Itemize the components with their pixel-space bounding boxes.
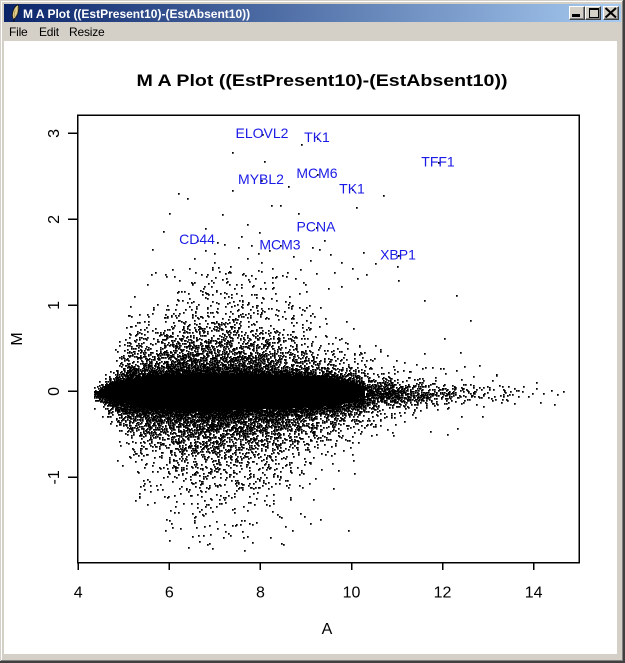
svg-text:3: 3 [46,129,63,138]
svg-text:CD44: CD44 [179,231,215,247]
svg-text:14: 14 [525,585,543,602]
svg-text:XBP1: XBP1 [380,247,416,263]
svg-text:A: A [322,621,333,638]
svg-text:1: 1 [46,301,63,310]
svg-text:MCM6: MCM6 [296,165,337,181]
svg-text:4: 4 [74,585,83,602]
svg-text:M A Plot ((EstPresent10)-(EstA: M A Plot ((EstPresent10)-(EstAbsent10)) [137,72,508,90]
svg-text:12: 12 [434,585,452,602]
svg-text:MCM3: MCM3 [259,237,300,253]
svg-text:MYBL2: MYBL2 [238,171,284,187]
svg-text:8: 8 [256,585,265,602]
svg-text:-1: -1 [46,470,63,484]
svg-text:PCNA: PCNA [297,219,337,235]
svg-text:ELOVL2: ELOVL2 [236,125,289,141]
svg-text:6: 6 [165,585,174,602]
svg-text:TFF1: TFF1 [421,154,455,170]
svg-text:TK1: TK1 [339,181,365,197]
svg-text:2: 2 [46,215,63,224]
svg-text:M: M [9,332,26,345]
svg-text:TK1: TK1 [304,129,330,145]
svg-text:0: 0 [46,387,63,396]
svg-text:10: 10 [343,585,361,602]
